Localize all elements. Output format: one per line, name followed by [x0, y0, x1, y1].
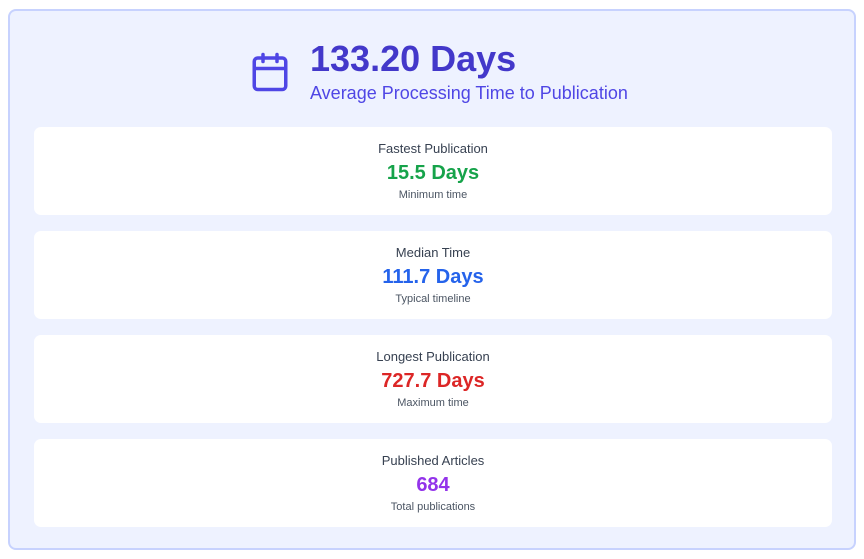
average-processing-value: 133.20 Days — [310, 38, 517, 79]
stat-title: Longest Publication — [376, 348, 490, 364]
stat-title: Fastest Publication — [378, 140, 488, 156]
stat-title: Published Articles — [381, 452, 485, 468]
stat-subtitle: Typical timeline — [395, 292, 471, 305]
average-processing-label: Average Processing Time to Publication — [310, 83, 628, 103]
calendar-icon — [248, 48, 292, 96]
average-processing-summary: 133.20 Days Average Processing Time to P… — [248, 39, 628, 105]
stat-value: 15.5 Days — [386, 161, 480, 184]
stat-title: Median Time — [395, 244, 471, 260]
stat-value: 684 — [416, 473, 450, 496]
stat-subtitle: Total publications — [390, 500, 476, 513]
publication-stats-panel: 133.20 Days Average Processing Time to P… — [8, 9, 856, 550]
stat-value: 727.7 Days — [381, 369, 485, 392]
stat-card-published: Published Articles 684 Total publication… — [34, 439, 832, 527]
stat-subtitle: Maximum time — [397, 396, 469, 409]
stat-card-fastest: Fastest Publication 15.5 Days Minimum ti… — [34, 127, 832, 215]
stat-subtitle: Minimum time — [398, 188, 468, 201]
stat-value: 111.7 Days — [382, 265, 484, 288]
stat-card-longest: Longest Publication 727.7 Days Maximum t… — [34, 335, 832, 423]
stat-card-median: Median Time 111.7 Days Typical timeline — [34, 231, 832, 319]
